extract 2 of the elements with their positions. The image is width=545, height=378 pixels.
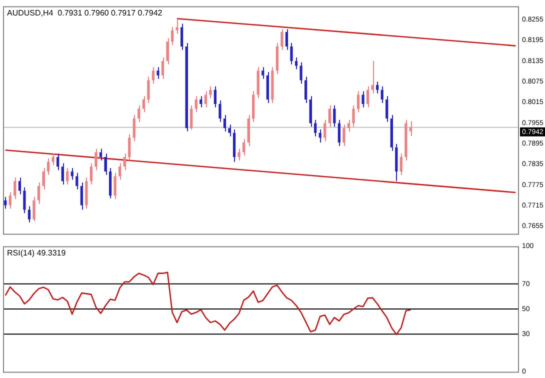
chart-title: RSI(14) 49.3319	[7, 248, 66, 258]
chart-title: AUDUSD,H4 0.7931 0.7960 0.7917 0.7942	[7, 8, 163, 18]
